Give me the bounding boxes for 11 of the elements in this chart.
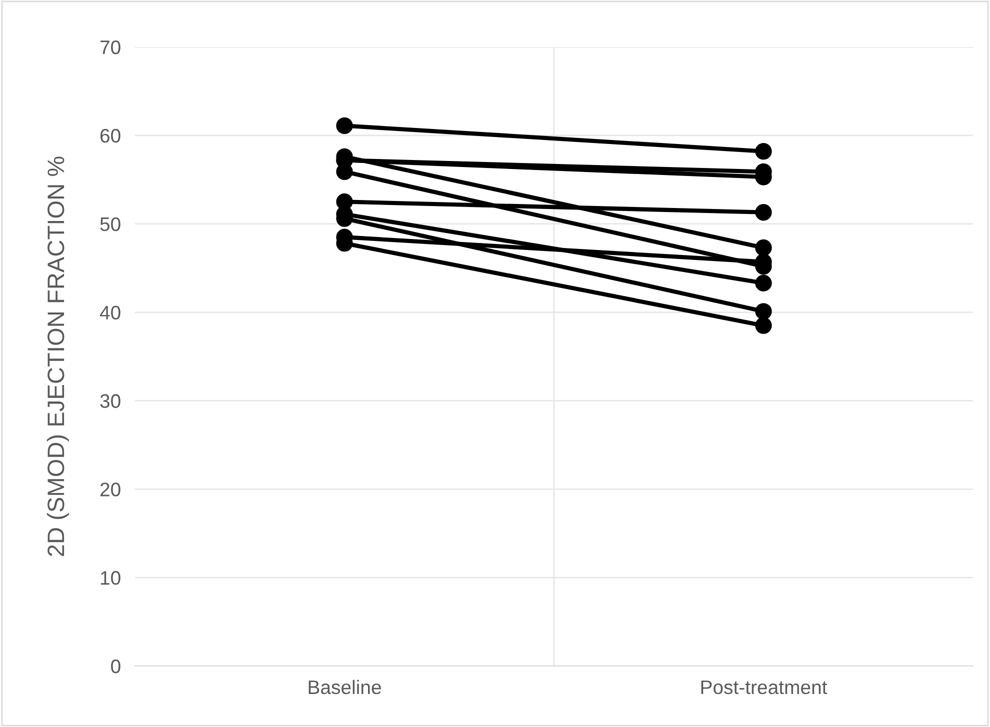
y-tick-label: 0: [111, 659, 120, 674]
y-axis-title: 2D (SMOD) EJECTION FRACTION %: [46, 156, 69, 556]
y-tick-label: 70: [100, 40, 120, 54]
y-tick-label: 30: [100, 394, 120, 408]
x-tick-label: Baseline: [308, 680, 381, 694]
y-tick-label: 40: [100, 306, 120, 320]
y-tick-label: 20: [100, 482, 120, 496]
y-tick-label: 10: [100, 571, 120, 585]
y-tick-label: 50: [100, 217, 120, 232]
y-tick-label: 60: [100, 128, 120, 143]
x-tick-label: Post-treatment: [701, 680, 828, 694]
